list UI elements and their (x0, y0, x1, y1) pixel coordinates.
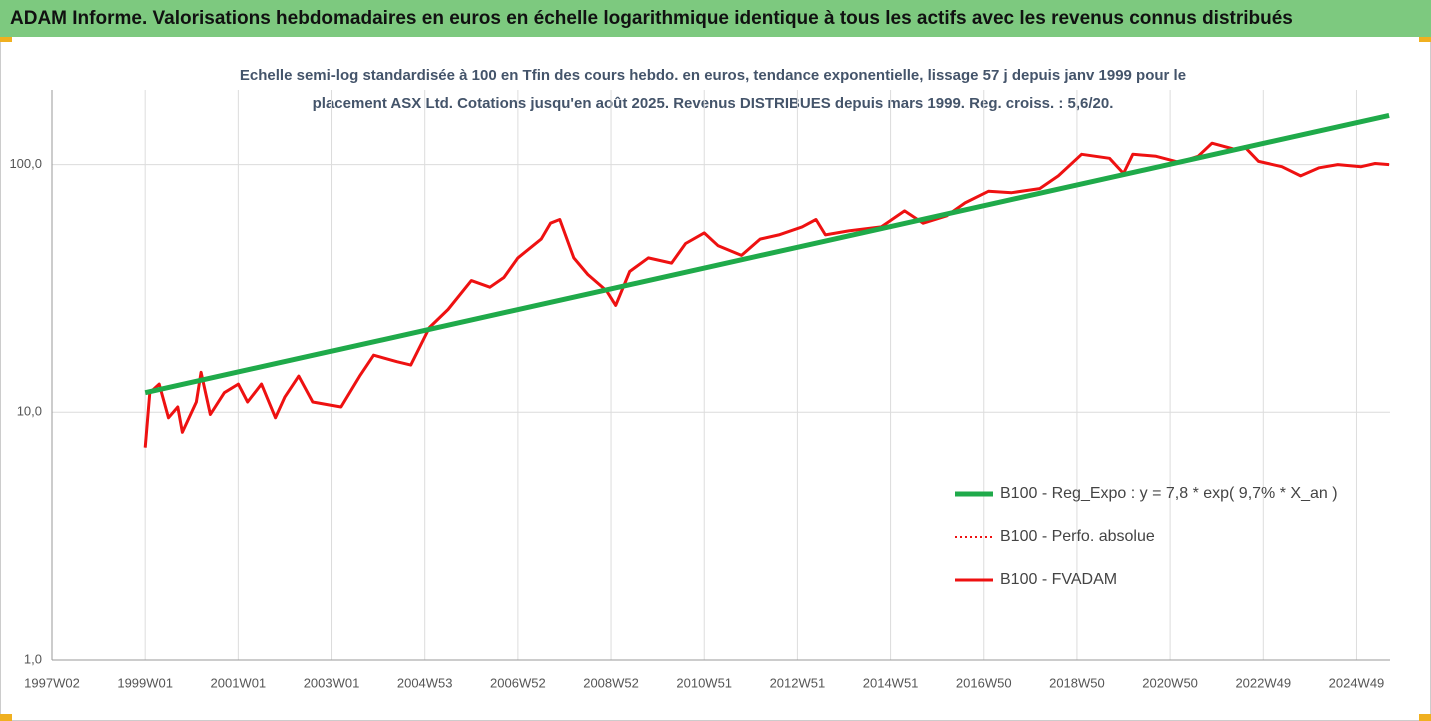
series-line (143, 141, 1390, 448)
x-tick-label: 2024W49 (1329, 675, 1385, 690)
corner (0, 714, 12, 721)
x-tick-label: 2003W01 (304, 675, 360, 690)
corner (1419, 37, 1431, 42)
x-tick-label: 2018W50 (1049, 675, 1105, 690)
x-tick-label: 2006W52 (490, 675, 546, 690)
x-tick-label: 1997W02 (24, 675, 80, 690)
chart-subtitle: placement ASX Ltd. Cotations jusqu'en ao… (313, 95, 1114, 112)
x-tick-label: 2008W52 (583, 675, 639, 690)
corner (0, 37, 12, 42)
y-tick-label: 10,0 (17, 404, 42, 419)
y-tick-label: 1,0 (24, 651, 42, 666)
series-line (144, 112, 1390, 396)
legend-label: B100 - Reg_Expo : y = 7,8 * exp( 9,7% * … (1000, 485, 1338, 502)
legend-label: B100 - FVADAM (1000, 571, 1117, 588)
x-tick-label: 2022W49 (1235, 675, 1291, 690)
corner (1419, 714, 1431, 721)
x-tick-label: 2014W51 (863, 675, 919, 690)
title-band (0, 0, 1431, 37)
y-tick-label: 100,0 (9, 156, 42, 171)
x-tick-label: 2004W53 (397, 675, 453, 690)
x-tick-label: 2012W51 (770, 675, 826, 690)
x-tick-label: 2020W50 (1142, 675, 1198, 690)
legend-label: B100 - Perfo. absolue (1000, 528, 1155, 545)
x-tick-label: 2010W51 (676, 675, 732, 690)
chart-subtitle: Echelle semi-log standardisée à 100 en T… (240, 67, 1186, 84)
x-tick-label: 2001W01 (211, 675, 267, 690)
x-tick-label: 2016W50 (956, 675, 1012, 690)
chart-title: ADAM Informe. Valorisations hebdomadaire… (10, 8, 1293, 29)
x-tick-label: 1999W01 (117, 675, 173, 690)
